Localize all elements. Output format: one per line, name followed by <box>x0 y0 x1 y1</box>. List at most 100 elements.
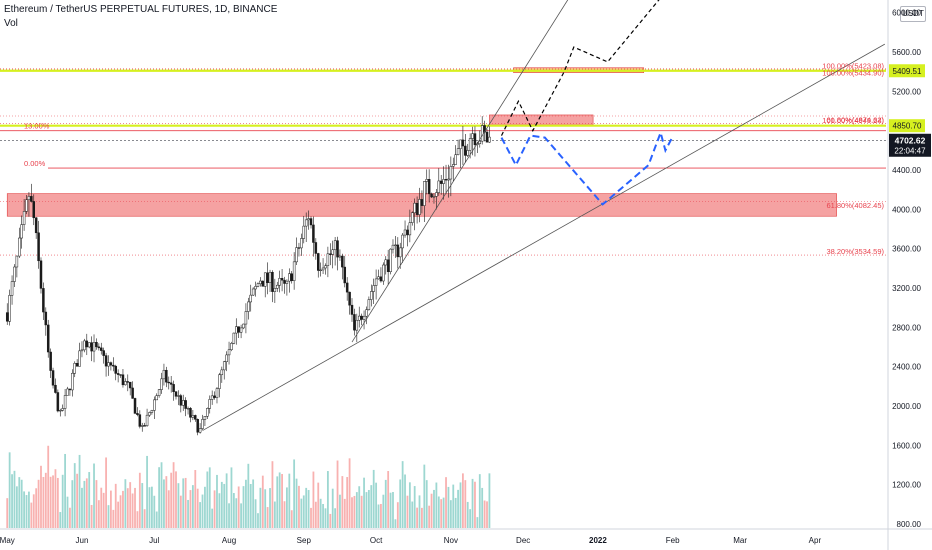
candle-down <box>44 311 48 326</box>
candle-down <box>464 145 467 156</box>
volume-bar <box>329 513 332 528</box>
candle-up <box>162 369 166 380</box>
volume-bar <box>126 488 129 528</box>
current-price-label: 4702.62 <box>895 135 926 145</box>
candle-down <box>348 291 351 306</box>
volume-bar <box>452 484 455 528</box>
candle-down <box>51 370 55 386</box>
candle-down <box>353 314 356 331</box>
volume-bar <box>295 478 298 528</box>
volume-bar <box>6 498 9 528</box>
volume-bar <box>15 486 18 528</box>
candle-up <box>27 196 31 200</box>
candle-down <box>345 282 349 293</box>
candle-up <box>370 291 373 300</box>
candle-up <box>160 378 163 390</box>
volume-bar <box>416 507 418 528</box>
candle-down <box>37 232 40 262</box>
volume-bar <box>160 462 163 528</box>
volume-bar <box>170 472 173 528</box>
volume-bar <box>8 452 11 528</box>
volume-bar <box>64 453 66 528</box>
volume-bar <box>150 486 153 528</box>
candle-down <box>100 347 103 351</box>
candle-down <box>420 199 424 206</box>
candle-up <box>454 154 457 165</box>
candle-up <box>292 261 296 281</box>
candle-up <box>256 283 260 287</box>
price-tick-label: 3600.00 <box>892 245 921 254</box>
volume-indicator-label[interactable]: Vol <box>4 18 18 29</box>
volume-bar <box>351 497 353 528</box>
candle-up <box>468 138 472 151</box>
volume-bar <box>334 508 337 528</box>
candle-up <box>140 425 144 427</box>
volume-bar <box>122 490 124 528</box>
volume-bar <box>112 509 115 528</box>
volume-bar <box>223 483 226 528</box>
volume-bar <box>165 476 168 528</box>
candle-up <box>268 272 272 283</box>
volume-bar <box>428 505 431 528</box>
candle-up <box>59 410 62 412</box>
candle-down <box>343 266 347 284</box>
candle-down <box>430 193 433 198</box>
time-tick-label: Jun <box>76 536 89 545</box>
candle-down <box>112 364 115 367</box>
candle-down <box>261 280 265 287</box>
volume-bar <box>35 488 38 528</box>
volume-bar <box>466 501 469 528</box>
candle-up <box>181 400 185 406</box>
volume-bar <box>208 467 211 528</box>
time-tick-label: Nov <box>444 536 458 545</box>
candle-up <box>449 166 453 180</box>
volume-bar <box>30 502 33 528</box>
volume-bar <box>449 500 452 528</box>
candle-up <box>232 332 236 344</box>
candle-down <box>485 131 489 143</box>
volume-bar <box>153 495 156 528</box>
candle-up <box>403 229 407 236</box>
volume-bar <box>310 507 312 528</box>
fib-level-label: 38.20%(3534.59) <box>826 247 884 256</box>
volume-bar <box>110 490 112 528</box>
candle-down <box>271 272 274 292</box>
fib-level-label: 100.00%(5434.90) <box>822 68 884 77</box>
candle-down <box>309 218 313 226</box>
countdown-label: 22:04:47 <box>894 146 926 155</box>
candle-up <box>25 199 28 212</box>
volume-bar <box>336 460 339 528</box>
candle-up <box>71 372 74 391</box>
volume-bar <box>240 503 242 528</box>
volume-bar <box>146 455 148 528</box>
volume-bar <box>476 517 479 528</box>
candle-up <box>456 148 460 155</box>
volume-bar <box>440 499 443 528</box>
candle-up <box>155 395 158 401</box>
volume-bar <box>462 473 464 528</box>
candle-down <box>169 382 173 385</box>
volume-bar <box>129 482 132 528</box>
candle-down <box>379 276 383 282</box>
fib-level-label: 61.80%(4874.62) <box>826 115 884 124</box>
volume-bar <box>421 507 423 528</box>
volume-bar <box>102 492 105 528</box>
candle-up <box>459 139 462 149</box>
time-tick-label: Oct <box>370 536 383 545</box>
candle-up <box>66 388 69 396</box>
volume-bar <box>177 483 180 528</box>
candle-down <box>39 260 43 289</box>
volume-bar <box>206 471 209 528</box>
volume-bar <box>76 473 79 528</box>
volume-bar <box>245 479 247 528</box>
candle-up <box>394 244 397 246</box>
candle-down <box>444 179 448 181</box>
candle-up <box>333 240 337 251</box>
candle-up <box>10 281 14 296</box>
currency-button[interactable]: USDT <box>900 6 926 22</box>
candle-up <box>478 140 482 145</box>
candle-down <box>174 391 178 397</box>
candle-up <box>319 269 322 271</box>
candle-down <box>85 340 89 348</box>
